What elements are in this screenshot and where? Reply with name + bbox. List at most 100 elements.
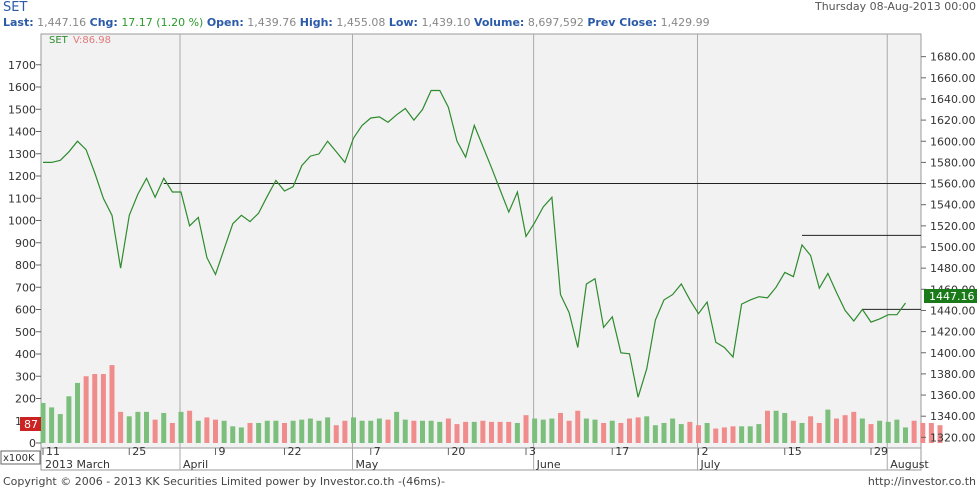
- day-label: 9: [219, 445, 226, 458]
- left-tick-label: 1400: [8, 126, 36, 139]
- right-tick-label: 1620.00: [930, 114, 976, 127]
- volume-bar: [575, 410, 581, 443]
- volume-bar: [928, 422, 934, 443]
- volume-bar: [937, 425, 943, 443]
- volume-bar: [394, 411, 400, 443]
- volume-bar: [885, 421, 891, 443]
- volume-bar: [282, 422, 287, 443]
- volume-bar: [635, 417, 641, 443]
- low-value: 1,439.10: [421, 16, 471, 29]
- volume-tag: 87: [24, 418, 38, 431]
- volume-bar: [670, 418, 676, 443]
- price-line: [43, 89, 906, 398]
- volume-bar: [532, 418, 538, 443]
- volume-bar: [230, 426, 236, 443]
- volume-bar: [558, 412, 563, 443]
- day-label: 3: [529, 445, 536, 458]
- right-tick-label: 1640.00: [930, 93, 976, 106]
- left-tick-label: 300: [15, 370, 36, 383]
- volume-bar: [169, 422, 175, 443]
- volume-bar: [325, 417, 331, 443]
- volume-bar: [782, 412, 788, 443]
- left-tick-label: 1600: [8, 81, 36, 94]
- volume-bar: [109, 365, 115, 443]
- left-tick-label: 1300: [8, 148, 36, 161]
- open-value: 1,439.76: [247, 16, 297, 29]
- volume-bar: [644, 416, 650, 443]
- volume-bar: [773, 410, 779, 443]
- volume-bar: [549, 418, 555, 443]
- volume-bar: [713, 428, 719, 443]
- last-label: Last:: [3, 16, 34, 29]
- right-tick-label: 1480.00: [930, 262, 976, 275]
- day-label: 25: [132, 445, 146, 458]
- month-label: June: [536, 458, 561, 471]
- volume-bar: [385, 419, 391, 443]
- volume-bar: [721, 427, 727, 443]
- right-tick-label: 1380.00: [930, 368, 976, 381]
- volume-bar: [480, 420, 486, 443]
- volume-bar: [678, 424, 684, 443]
- right-tick-label: 1340.00: [930, 410, 976, 423]
- volume-bar: [333, 425, 339, 443]
- last-value: 1,447.16: [37, 16, 87, 29]
- month-label: 2013 March: [45, 458, 110, 471]
- low-label: Low:: [388, 16, 418, 29]
- grid-lines: [179, 34, 888, 470]
- day-label: 7: [374, 445, 381, 458]
- volume-bar: [696, 425, 701, 443]
- volume-bar: [566, 420, 572, 443]
- volume-bar: [687, 421, 693, 443]
- volume-bar: [299, 419, 305, 443]
- volume-bar: [247, 422, 253, 443]
- quote-stats: Last: 1,447.16 Chg: 17.17 (1.20 %) Open:…: [3, 16, 710, 29]
- volume-bar: [842, 415, 848, 443]
- copyright-text: Copyright © 2006 - 2013 KK Securities Li…: [3, 475, 445, 488]
- volume-bar: [471, 421, 477, 443]
- volume-bar: [195, 420, 201, 443]
- right-tick-label: 1360.00: [930, 389, 976, 402]
- left-tick-label: 1100: [8, 192, 36, 205]
- volume-bar: [704, 422, 710, 443]
- volume-bar: [920, 422, 926, 443]
- right-tick-label: 1320.00: [930, 431, 976, 444]
- open-label: Open:: [206, 16, 244, 29]
- left-tick-label: 700: [15, 281, 36, 294]
- volume-bar: [359, 420, 365, 443]
- left-tick-label: 800: [15, 259, 36, 272]
- volume-bar: [411, 420, 417, 443]
- plot-background: [40, 33, 922, 449]
- volume-bar: [601, 422, 607, 443]
- volume-bar: [903, 427, 908, 443]
- volume-bar: [652, 425, 658, 443]
- left-tick-label: 1200: [8, 170, 36, 183]
- volume-bar: [592, 419, 598, 443]
- volume-unit: x100K: [3, 453, 35, 464]
- high-label: High:: [299, 16, 333, 29]
- volume-bar: [376, 418, 382, 443]
- legend-series: SET: [49, 35, 69, 46]
- volume-bar: [135, 411, 141, 443]
- volume-label: Volume:: [473, 16, 525, 29]
- volume-bar: [609, 420, 615, 443]
- volume-bar: [100, 374, 106, 443]
- left-tick-label: 1500: [8, 103, 36, 116]
- volume-bar: [825, 409, 831, 443]
- left-tick-label: 1700: [8, 59, 36, 72]
- volume-bar: [627, 418, 632, 443]
- left-tick-label: 400: [15, 348, 36, 361]
- left-tick-label: 0: [29, 437, 36, 450]
- volume-bar: [497, 421, 503, 443]
- volume-bar: [351, 417, 356, 443]
- symbol-title: SET: [3, 0, 28, 15]
- volume-bar: [273, 420, 279, 443]
- site-link[interactable]: http://investor.co.th: [867, 475, 976, 488]
- volume-bar: [92, 374, 98, 443]
- volume-bar: [834, 418, 839, 443]
- volume-bar: [514, 422, 520, 443]
- volume-bar: [747, 426, 753, 443]
- right-tick-label: 1500.00: [930, 241, 976, 254]
- day-label: 11: [46, 445, 60, 458]
- volume-bar: [342, 420, 348, 443]
